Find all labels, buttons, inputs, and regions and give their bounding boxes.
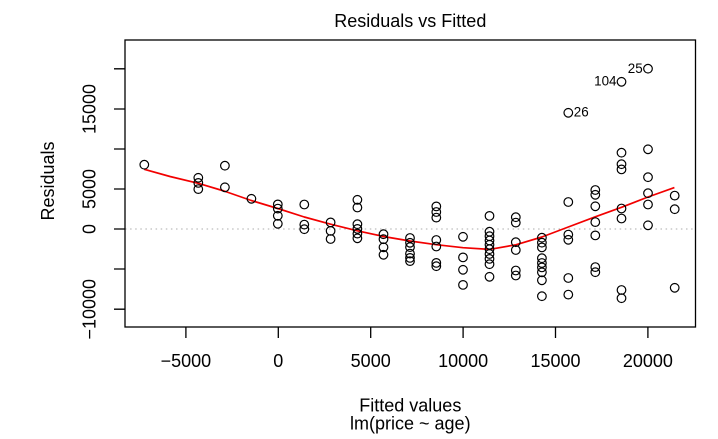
svg-text:−5000: −5000 <box>161 351 212 371</box>
svg-text:5000: 5000 <box>80 169 100 209</box>
svg-text:15000: 15000 <box>80 84 100 134</box>
svg-text:10000: 10000 <box>438 351 488 371</box>
svg-text:20000: 20000 <box>623 351 673 371</box>
svg-text:Fitted values: Fitted values <box>359 395 461 415</box>
svg-text:0: 0 <box>80 224 100 234</box>
svg-text:15000: 15000 <box>530 351 580 371</box>
svg-text:0: 0 <box>273 351 283 371</box>
svg-text:104: 104 <box>594 73 617 88</box>
svg-text:Residuals vs Fitted: Residuals vs Fitted <box>334 11 486 31</box>
svg-text:lm(price ~ age): lm(price ~ age) <box>350 414 471 434</box>
svg-text:5000: 5000 <box>351 351 391 371</box>
svg-text:−10000: −10000 <box>80 279 100 340</box>
svg-text:26: 26 <box>574 105 589 120</box>
svg-text:Residuals: Residuals <box>38 141 58 220</box>
svg-text:25: 25 <box>628 61 643 76</box>
